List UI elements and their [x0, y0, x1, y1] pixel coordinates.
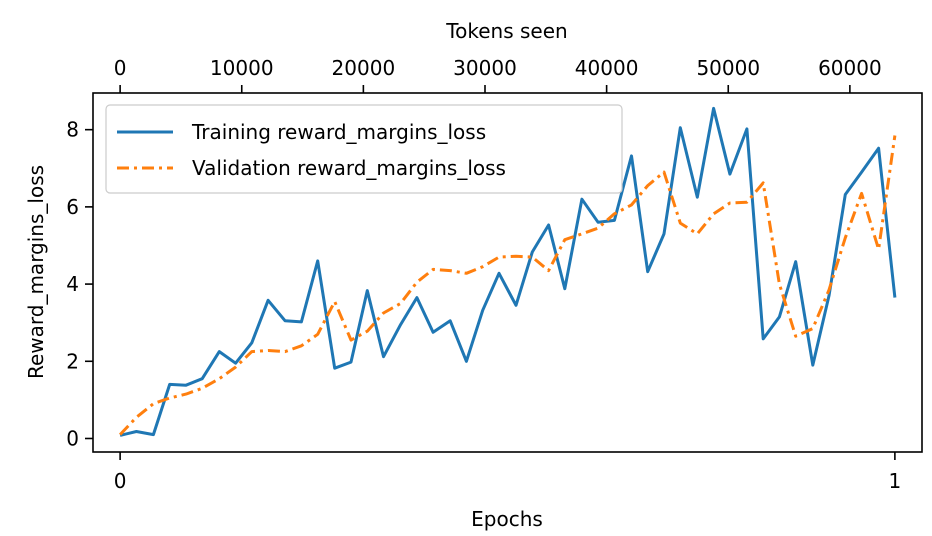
legend-label-validation: Validation reward_margins_loss — [192, 156, 506, 180]
top-x-axis: 0 10000 20000 30000 40000 50000 60000 — [114, 56, 882, 93]
y-tick-label: 4 — [66, 272, 79, 296]
y-axis: 0 2 4 6 8 — [66, 118, 93, 450]
y-tick-label: 6 — [66, 195, 79, 219]
legend: Training reward_margins_loss Validation … — [105, 104, 623, 194]
plot-frame — [92, 92, 923, 453]
y-tick-label: 8 — [66, 118, 79, 142]
top-x-tick-label: 20000 — [332, 56, 396, 80]
top-x-tick-label: 30000 — [453, 56, 517, 80]
top-x-tick-label: 40000 — [575, 56, 639, 80]
legend-label-training: Training reward_margins_loss — [191, 120, 486, 144]
x-tick-label: 1 — [889, 469, 902, 493]
legend-box — [105, 104, 623, 194]
y-axis-title: Reward_margins_loss — [24, 165, 48, 379]
top-x-tick-label: 10000 — [210, 56, 274, 80]
y-tick-label: 0 — [66, 426, 79, 450]
x-tick-label: 0 — [114, 469, 127, 493]
top-x-axis-title: Tokens seen — [445, 19, 567, 43]
series-line-validation — [119, 135, 897, 436]
series-line-training — [119, 106, 897, 437]
top-x-tick-label: 60000 — [818, 56, 882, 80]
y-tick-label: 2 — [66, 349, 79, 373]
top-x-tick-label: 0 — [114, 56, 127, 80]
series-layer — [119, 106, 897, 437]
top-x-tick-label: 50000 — [696, 56, 760, 80]
x-axis-title: Epochs — [471, 507, 543, 531]
